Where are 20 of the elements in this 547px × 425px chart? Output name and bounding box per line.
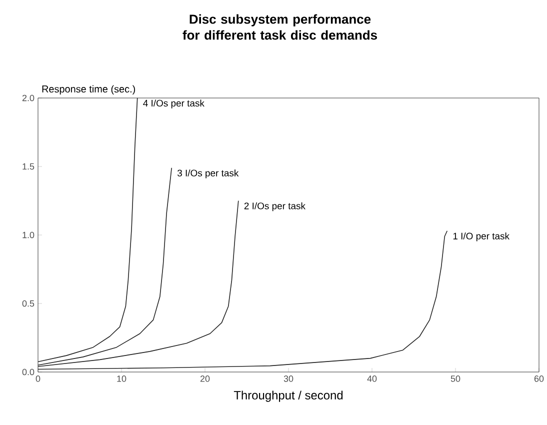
x-tick-label: 50: [450, 376, 460, 382]
line-series: [38, 98, 138, 362]
chart-title: Disc subsystem performance for different task disc demands: [182, 14, 377, 40]
series-label: 2 I/Os per task: [244, 202, 306, 212]
y-tick-label: 1.0: [22, 232, 34, 238]
x-tick-label: 20: [200, 376, 210, 382]
x-axis-title: Throughput / second: [234, 390, 343, 402]
x-tick-label: 60: [534, 376, 544, 382]
series-label: 4 I/Os per task: [143, 100, 204, 108]
series-label: 1 I/O per task: [453, 232, 510, 242]
y-tick-label: 2.0: [22, 94, 34, 102]
series-label: 3 I/Os per task: [177, 169, 239, 178]
y-tick-label: 0.5: [22, 300, 34, 307]
y-axis-title: Response time (sec.): [42, 85, 136, 94]
x-tick-label: 10: [117, 376, 126, 382]
x-tick-label: 30: [284, 376, 294, 382]
x-tick-label: 0: [36, 376, 40, 382]
y-tick-label: 1.5: [22, 163, 34, 170]
x-tick-label: 40: [367, 376, 377, 382]
y-tick-label: 0.0: [22, 368, 34, 376]
